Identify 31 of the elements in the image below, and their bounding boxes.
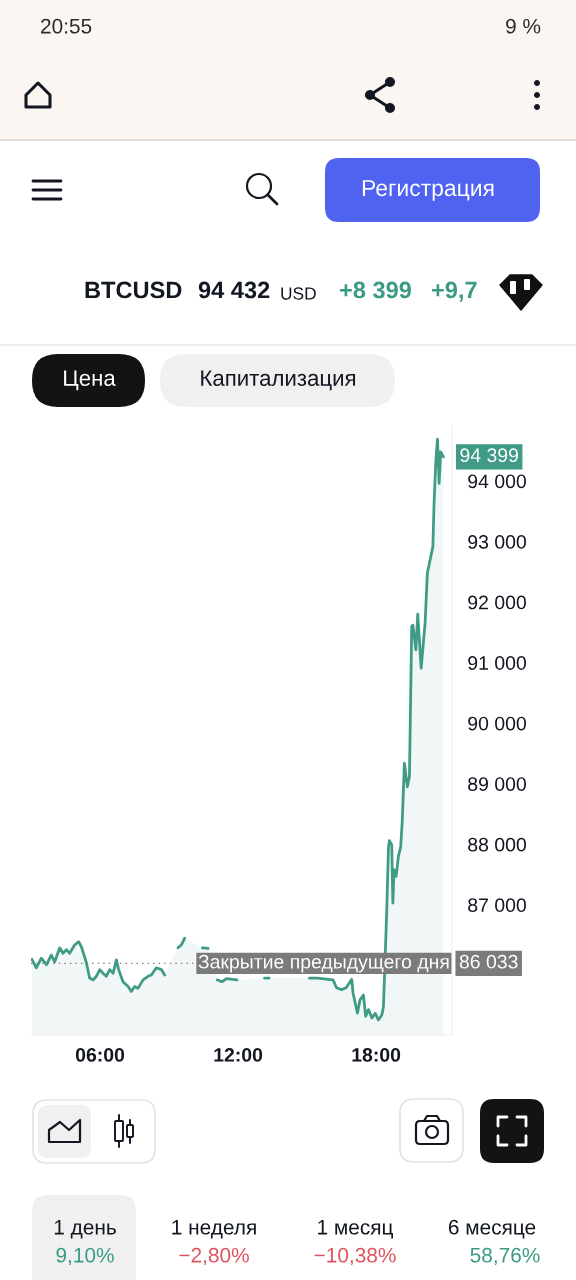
annotation: 94 399 [460, 448, 519, 463]
y-tick-label: 91 000 [468, 656, 526, 670]
x-tick-label: 06:00 [75, 1048, 125, 1062]
x-tick-label: 18:00 [352, 1048, 401, 1062]
text: +8 399 [339, 281, 411, 299]
x-tick-label: 12:00 [214, 1048, 263, 1062]
text: 9,10% [56, 1247, 114, 1266]
text: −2,80% [179, 1247, 249, 1266]
y-tick-label: 92 000 [468, 595, 526, 610]
y-tick-label: 90 000 [468, 716, 526, 731]
y-tick-label: 94 000 [468, 474, 526, 489]
text: Капитализация [201, 370, 356, 391]
text: 20:55 [41, 18, 92, 34]
text: 1 день [54, 1220, 116, 1239]
text: +9,7 [431, 281, 477, 302]
text: USD [281, 287, 316, 300]
text: 6 месяце [448, 1219, 536, 1239]
text: −10,38% [314, 1247, 396, 1266]
text: Регистрация [362, 180, 494, 201]
chart-title: BTCUSD [85, 281, 182, 299]
y-tick-label: 87 000 [468, 898, 526, 913]
text: 1 месяц [318, 1220, 393, 1239]
text: 1 неделя [172, 1220, 256, 1239]
text: 9 % [506, 18, 541, 34]
y-tick-label: 89 000 [468, 777, 526, 791]
chart-subtitle: 94 432 [198, 281, 270, 299]
y-tick-label: 93 000 [468, 535, 526, 549]
text: Цена [64, 370, 116, 391]
text: 86 033 [459, 954, 518, 969]
text: 58,76% [470, 1247, 540, 1266]
y-tick-label: 88 000 [468, 837, 526, 852]
